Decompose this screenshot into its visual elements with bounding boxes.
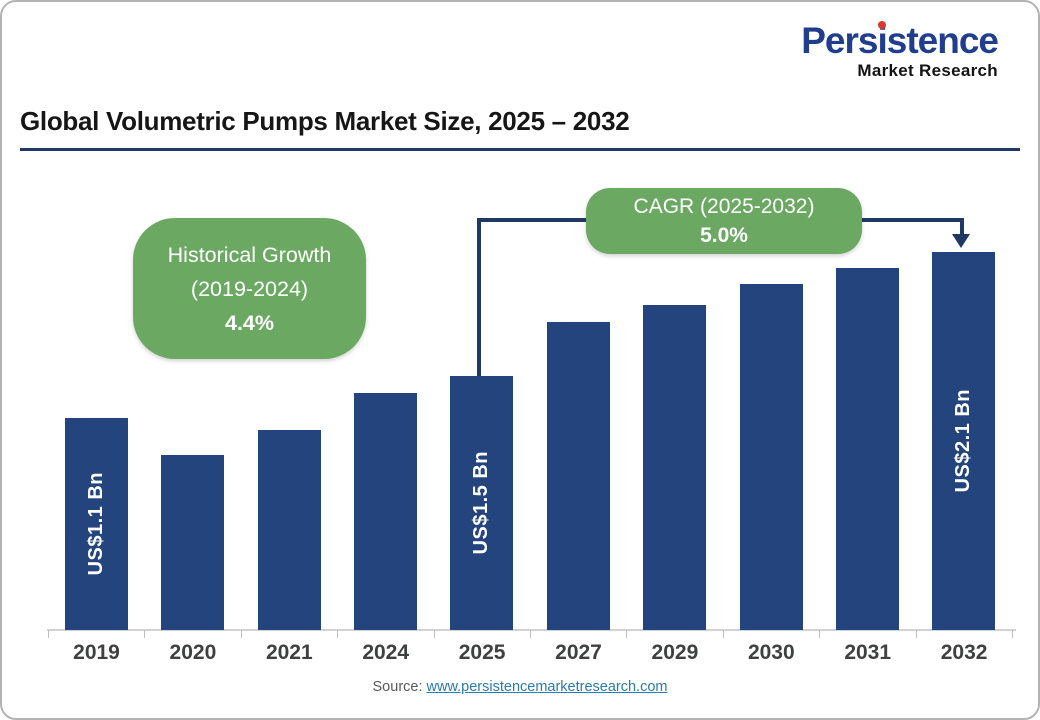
x-axis-label-2025: 2025 — [458, 641, 506, 664]
x-axis-label-2031: 2031 — [844, 641, 892, 664]
x-axis-label-2020: 2020 — [169, 641, 217, 664]
title-underline — [20, 148, 1020, 151]
bar-2030 — [739, 284, 803, 630]
bar-2024 — [353, 393, 417, 630]
logo-red-dot-i: i — [877, 20, 887, 61]
bar-2025: US$1.5 Bn — [450, 376, 514, 630]
x-axis-line — [47, 629, 1016, 631]
historical-growth-value: 4.4% — [224, 310, 274, 335]
bar-value-label-2019: US$1.1 Bn — [84, 472, 107, 576]
bar-2019: US$1.1 Bn — [64, 418, 128, 630]
x-axis-tick — [337, 630, 339, 638]
bar-2020 — [161, 455, 225, 630]
cagr-line1: CAGR (2025-2032) — [633, 195, 815, 218]
x-axis-tick — [819, 630, 821, 638]
brand-subtitle: Market Research — [857, 61, 998, 80]
x-axis-label-2030: 2030 — [747, 641, 795, 664]
page-title: Global Volumetric Pumps Market Size, 202… — [20, 106, 630, 136]
bar-2032: US$2.1 Bn — [932, 252, 996, 630]
bar-2029 — [643, 305, 707, 630]
x-axis-tick — [722, 630, 724, 638]
bar-2021 — [257, 430, 321, 630]
brand-name: Persistence — [801, 20, 999, 61]
brand-logo: Persistence Market Research — [801, 20, 999, 80]
x-axis-tick — [1012, 630, 1013, 638]
x-axis-label-2019: 2019 — [73, 641, 120, 664]
x-axis-tick — [626, 630, 628, 638]
historical-growth-callout: Historical Growth (2019-2024) 4.4% — [133, 218, 366, 359]
x-axis-tick — [240, 630, 242, 638]
x-axis-tick — [433, 630, 435, 638]
x-axis-tick — [48, 630, 49, 638]
source-link[interactable]: www.persistencemarketresearch.com — [426, 679, 668, 695]
x-axis-label-2029: 2029 — [651, 641, 699, 664]
x-axis-label-2021: 2021 — [265, 641, 313, 664]
cagr-callout: CAGR (2025-2032) 5.0% — [586, 188, 862, 254]
x-axis-tick — [144, 630, 146, 638]
historical-growth-line1: Historical Growth — [167, 242, 332, 267]
bar-value-label-2025: US$1.5 Bn — [470, 451, 493, 555]
cagr-value: 5.0% — [700, 224, 748, 247]
cagr-connector-left-vertical — [477, 218, 481, 376]
arrow-down-icon — [952, 234, 970, 248]
x-axis-label-2024: 2024 — [362, 641, 410, 664]
historical-growth-line2: (2019-2024) — [190, 276, 309, 301]
source-label: Source: — [372, 679, 423, 695]
x-axis-tick — [915, 630, 917, 638]
source-line: Source: www.persistencemarketresearch.co… — [2, 679, 1038, 695]
bar-value-label-2032: US$2.1 Bn — [952, 389, 975, 493]
cagr-connector-right-vertical — [960, 218, 964, 236]
x-axis-label-2032: 2032 — [940, 641, 988, 664]
x-axis-label-2027: 2027 — [555, 641, 602, 664]
x-axis-tick — [530, 630, 531, 638]
bar-2027 — [546, 322, 610, 630]
bar-2031 — [835, 268, 899, 630]
